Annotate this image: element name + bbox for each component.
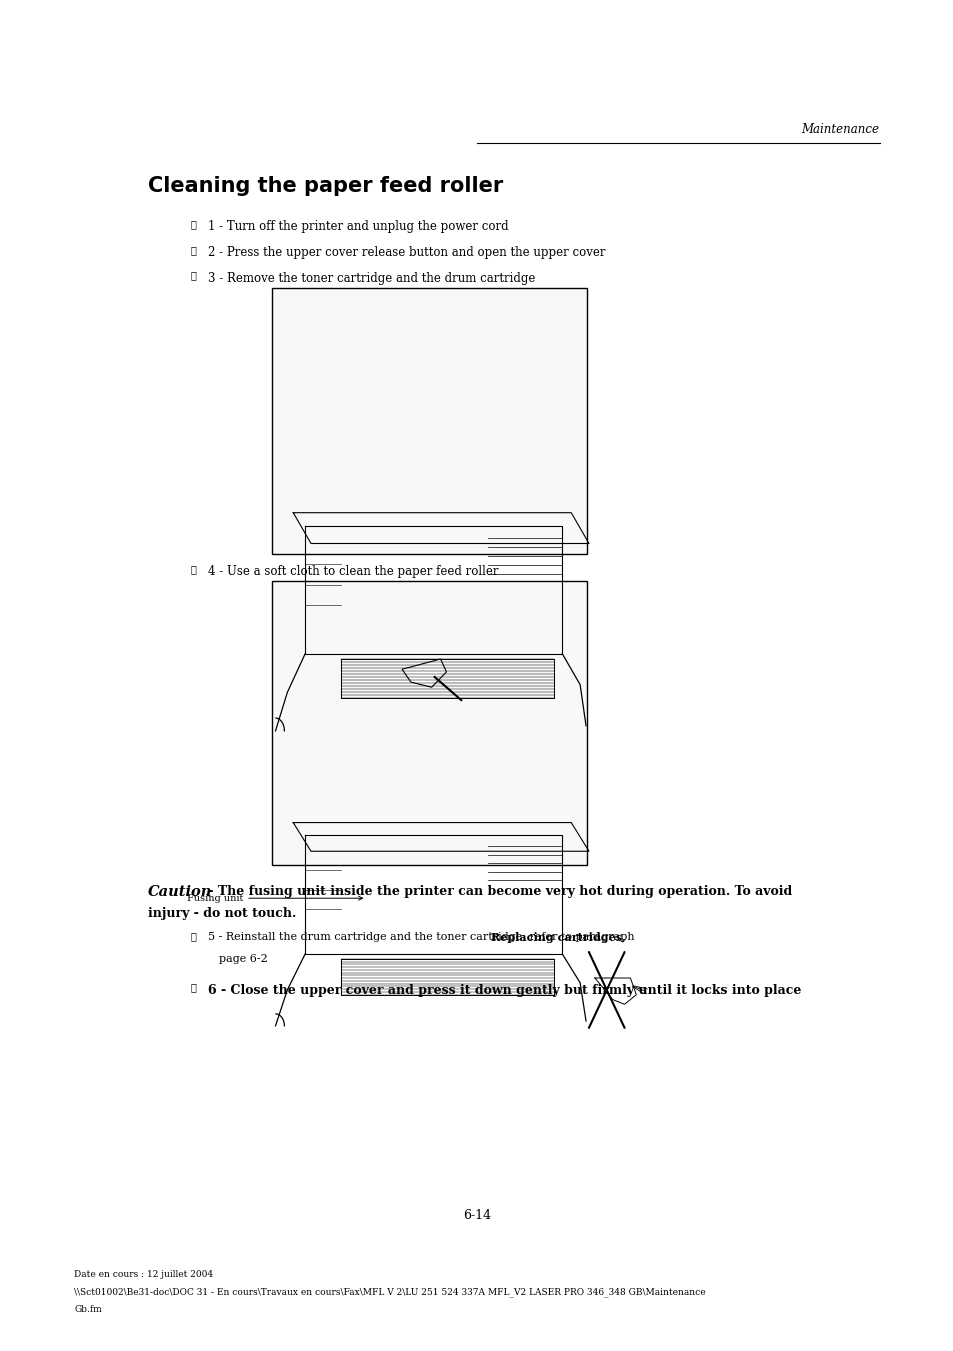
Text: injury - do not touch.: injury - do not touch. xyxy=(148,907,296,920)
Text: ☞: ☞ xyxy=(191,565,196,574)
Polygon shape xyxy=(401,659,446,688)
Text: Cleaning the paper feed roller: Cleaning the paper feed roller xyxy=(148,176,502,196)
Text: ☞: ☞ xyxy=(191,246,196,255)
Text: 5 - Reinstall the drum cartridge and the toner cartridge; refer to paragraph: 5 - Reinstall the drum cartridge and the… xyxy=(208,932,638,942)
Text: Gb.fm: Gb.fm xyxy=(74,1305,102,1315)
Text: 3 - Remove the toner cartridge and the drum cartridge: 3 - Remove the toner cartridge and the d… xyxy=(208,272,535,285)
Text: ☞: ☞ xyxy=(191,932,196,942)
Text: ☞: ☞ xyxy=(191,220,196,230)
Text: ☞: ☞ xyxy=(191,984,196,993)
Text: Caution: Caution xyxy=(148,885,212,898)
Text: – The fusing unit inside the printer can become very hot during operation. To av: – The fusing unit inside the printer can… xyxy=(203,885,792,898)
Text: 1 - Turn off the printer and unplug the power cord: 1 - Turn off the printer and unplug the … xyxy=(208,220,508,234)
Text: 6 - Close the upper cover and press it down gently but firmly until it locks int: 6 - Close the upper cover and press it d… xyxy=(208,984,801,997)
Text: 2 - Press the upper cover release button and open the upper cover: 2 - Press the upper cover release button… xyxy=(208,246,605,259)
Text: Maintenance: Maintenance xyxy=(801,123,879,136)
Text: Fusing unit: Fusing unit xyxy=(187,894,362,902)
Text: 6-14: 6-14 xyxy=(462,1209,491,1223)
Text: 4 - Use a soft cloth to clean the paper feed roller: 4 - Use a soft cloth to clean the paper … xyxy=(208,565,498,578)
Text: page 6-2: page 6-2 xyxy=(219,954,268,963)
Bar xyxy=(272,581,586,865)
Text: \\Sct01002\Be31-doc\DOC 31 - En cours\Travaux en cours\Fax\MFL V 2\LU 251 524 33: \\Sct01002\Be31-doc\DOC 31 - En cours\Tr… xyxy=(74,1288,705,1297)
Text: Date en cours : 12 juillet 2004: Date en cours : 12 juillet 2004 xyxy=(74,1270,213,1279)
Text: Replacing cartridges,: Replacing cartridges, xyxy=(490,932,625,943)
Text: ☞: ☞ xyxy=(191,272,196,281)
Bar xyxy=(272,288,586,554)
